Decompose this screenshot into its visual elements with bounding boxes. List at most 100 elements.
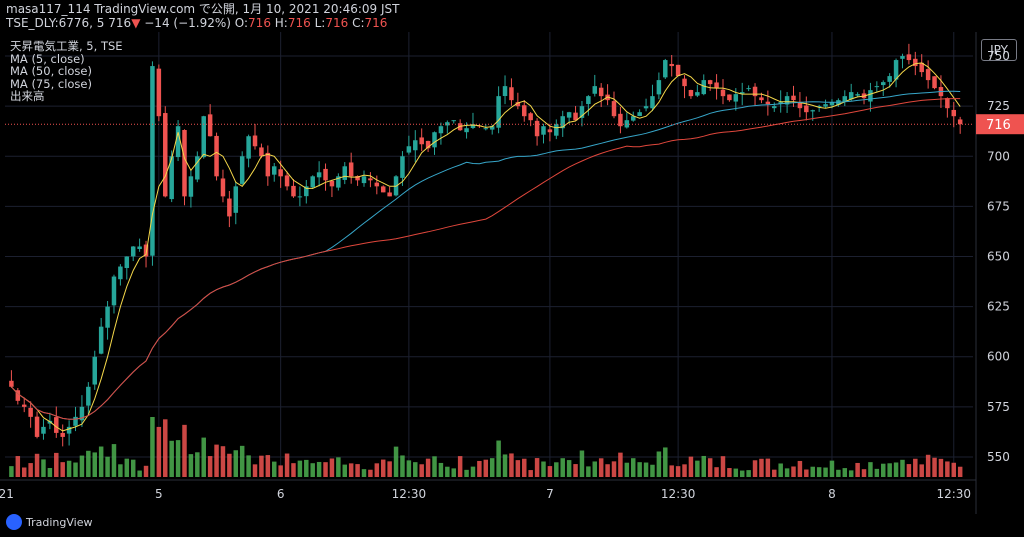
candle-body — [406, 146, 412, 153]
volume-bar — [816, 467, 822, 477]
volume-bar — [727, 468, 732, 477]
volume-bar — [47, 468, 53, 477]
legend-ma75[interactable]: MA (75, close) — [10, 76, 92, 91]
close-value: 716 — [364, 16, 388, 30]
volume-bar — [387, 461, 392, 477]
candle-body — [368, 178, 373, 181]
legend-ma50[interactable]: MA (50, close) — [10, 64, 92, 79]
candle-body — [175, 126, 181, 158]
volume-bar — [60, 462, 65, 477]
legend-volume[interactable]: 出来高 — [10, 89, 45, 104]
candle-body — [727, 94, 732, 101]
candle-body — [739, 92, 745, 94]
volume-bar — [509, 453, 514, 477]
candle-body — [637, 112, 642, 117]
volume-bar — [797, 460, 803, 477]
candle-body — [791, 95, 796, 101]
volume-bar — [445, 466, 450, 477]
candle-body — [432, 132, 437, 148]
volume-bar — [182, 424, 187, 477]
candle-body — [105, 306, 110, 328]
volume-bar — [650, 464, 655, 477]
volume-bar — [541, 461, 546, 477]
candle-body — [701, 80, 706, 95]
price-chart[interactable]: 55057560062565067570072575020215612:3071… — [0, 32, 1024, 514]
candle-body — [534, 120, 540, 137]
volume-bar — [618, 452, 623, 477]
volume-bar — [881, 463, 886, 477]
tradingview-logo-icon — [6, 514, 22, 530]
candle-body — [804, 105, 809, 113]
x-tick-label: 12:30 — [392, 487, 427, 501]
candle-body — [913, 58, 918, 67]
volume-bar — [92, 452, 97, 477]
candle-body — [34, 416, 40, 437]
volume-bar — [175, 440, 181, 477]
volume-bar — [682, 464, 687, 477]
volume-bar — [143, 465, 149, 477]
volume-bar — [393, 446, 399, 477]
candle-body — [528, 113, 533, 121]
candle-body — [720, 89, 726, 97]
volume-bar — [348, 463, 354, 477]
candle-body — [784, 96, 790, 105]
currency-button[interactable]: JPY — [981, 39, 1017, 61]
volume-bar — [220, 446, 226, 477]
candle-body — [515, 102, 521, 107]
candle-body — [765, 101, 771, 105]
change-value: −14 (−1.92%) — [144, 16, 231, 30]
volume-bar — [874, 468, 880, 477]
candle-body — [227, 198, 232, 217]
candle-body — [316, 172, 322, 178]
volume-bar — [759, 458, 764, 477]
low-key: L: — [314, 16, 326, 30]
candle-body — [66, 426, 72, 434]
volume-bar — [643, 462, 649, 477]
candle-body — [611, 101, 617, 117]
volume-bar — [380, 459, 386, 477]
candle-body — [451, 120, 456, 122]
candle-body — [560, 116, 565, 129]
candle-body — [759, 97, 764, 101]
x-tick-label: 7 — [546, 487, 554, 501]
candle-body — [342, 166, 348, 180]
candle-body — [28, 407, 33, 417]
candle-body — [137, 246, 142, 250]
candle-body — [675, 64, 681, 77]
legend-title[interactable]: 天昇電気工業, 5, TSE — [10, 39, 123, 53]
candle-body — [438, 126, 444, 134]
volume-bar — [855, 462, 860, 477]
candle-body — [41, 426, 46, 434]
tradingview-footer: TradingView — [6, 514, 92, 530]
candle-body — [650, 96, 655, 109]
volume-bar — [522, 458, 527, 477]
y-tick-label: 600 — [987, 350, 1010, 364]
publish-info: masa117_114 TradingView.com で公開, 1月 10, … — [6, 2, 400, 16]
candle-body — [233, 186, 239, 213]
x-tick-label: 12:30 — [936, 487, 971, 501]
volume-bar — [772, 469, 777, 477]
volume-bar — [913, 458, 918, 477]
candle-body — [188, 176, 194, 197]
candle-body — [656, 80, 662, 95]
volume-bar — [515, 460, 521, 477]
candle-body — [573, 112, 578, 121]
volume-bar — [163, 419, 168, 477]
candle-body — [413, 140, 418, 151]
last-price-tag-label: 716 — [986, 118, 1011, 133]
volume-bar — [919, 464, 924, 477]
candle-body — [707, 80, 713, 85]
candle-body — [566, 112, 572, 118]
legend-ma5[interactable]: MA (5, close) — [10, 51, 85, 66]
candle-body — [60, 432, 65, 437]
volume-bar — [464, 469, 469, 477]
candle-body — [265, 152, 271, 177]
x-tick-label: 12:30 — [661, 487, 696, 501]
candle-body — [919, 62, 924, 73]
volume-bar — [34, 453, 40, 477]
volume-bar — [124, 458, 130, 477]
candle-body — [214, 135, 219, 177]
candle-body — [387, 192, 392, 197]
volume-bar — [547, 466, 553, 477]
